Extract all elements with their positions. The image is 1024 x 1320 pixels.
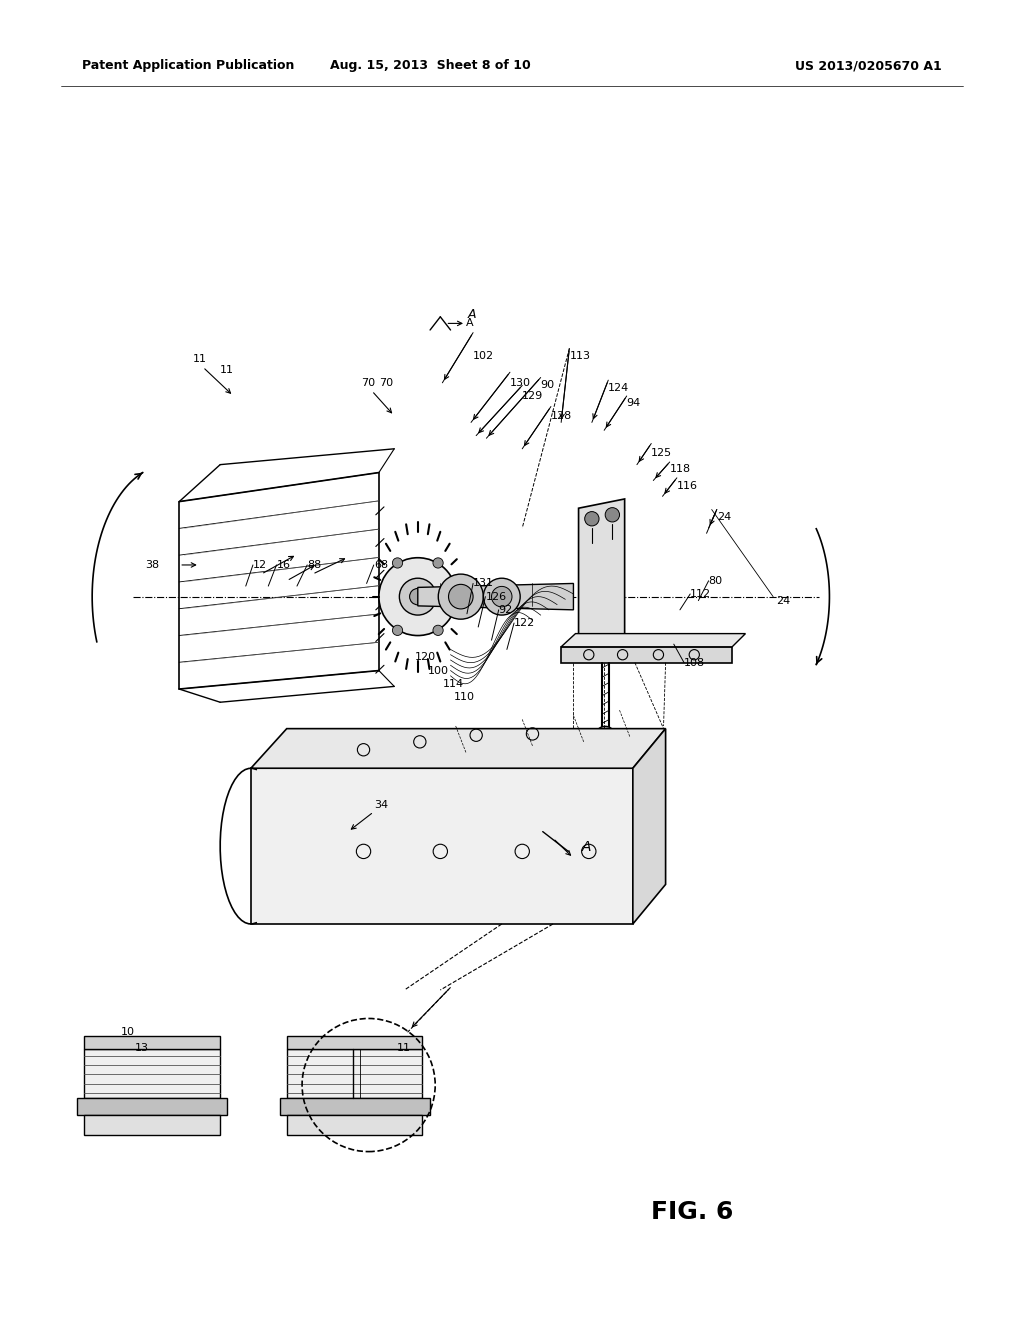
Text: A: A (468, 308, 476, 321)
Circle shape (433, 558, 443, 568)
Text: 102: 102 (473, 351, 495, 362)
Polygon shape (84, 1115, 220, 1135)
Text: 116: 116 (677, 480, 698, 491)
Polygon shape (561, 634, 745, 647)
Text: A: A (466, 318, 473, 329)
Text: 11: 11 (193, 354, 207, 364)
Polygon shape (251, 729, 666, 768)
Text: 94: 94 (627, 397, 641, 408)
Circle shape (410, 589, 426, 605)
Circle shape (483, 578, 520, 615)
Text: 16: 16 (276, 560, 291, 570)
Text: 38: 38 (145, 560, 160, 570)
Polygon shape (633, 729, 666, 924)
Circle shape (588, 748, 596, 756)
Polygon shape (287, 1115, 422, 1135)
Text: 118: 118 (670, 463, 691, 474)
Polygon shape (579, 499, 625, 660)
Text: Aug. 15, 2013  Sheet 8 of 10: Aug. 15, 2013 Sheet 8 of 10 (330, 59, 530, 73)
Text: 11: 11 (397, 1043, 412, 1053)
Text: 122: 122 (514, 618, 536, 628)
Circle shape (433, 626, 443, 635)
Text: 126: 126 (485, 591, 507, 602)
Text: 124: 124 (608, 383, 630, 393)
Text: 70: 70 (379, 378, 393, 388)
Circle shape (585, 512, 599, 525)
Text: 110: 110 (454, 692, 475, 702)
Text: 114: 114 (442, 678, 464, 689)
Text: 90: 90 (541, 380, 555, 391)
Circle shape (492, 586, 512, 607)
Text: Patent Application Publication: Patent Application Publication (82, 59, 294, 73)
Text: 130: 130 (510, 378, 531, 388)
Text: 80: 80 (709, 576, 723, 586)
Circle shape (621, 748, 629, 756)
Polygon shape (561, 647, 732, 663)
Text: US 2013/0205670 A1: US 2013/0205670 A1 (796, 59, 942, 73)
Text: FIG. 6: FIG. 6 (651, 1200, 733, 1224)
Text: 125: 125 (651, 447, 673, 458)
Text: 120: 120 (415, 652, 436, 663)
Text: 100: 100 (428, 665, 450, 676)
Text: 34: 34 (374, 800, 388, 810)
Text: 129: 129 (522, 391, 544, 401)
Circle shape (605, 508, 620, 521)
Text: 113: 113 (569, 351, 591, 362)
Text: 24: 24 (717, 512, 731, 523)
Polygon shape (280, 1098, 430, 1115)
Circle shape (379, 558, 457, 635)
Text: 131: 131 (473, 578, 495, 589)
Circle shape (449, 585, 473, 609)
Text: 112: 112 (690, 589, 712, 599)
Text: 12: 12 (253, 560, 267, 570)
Text: 70: 70 (361, 378, 376, 388)
Text: 24: 24 (776, 595, 791, 606)
Text: 11: 11 (220, 364, 234, 375)
Circle shape (595, 726, 615, 747)
Circle shape (392, 626, 402, 635)
Text: 68: 68 (374, 560, 388, 570)
Text: 128: 128 (551, 411, 572, 421)
Polygon shape (287, 1036, 422, 1049)
Polygon shape (84, 1036, 220, 1049)
Circle shape (438, 574, 483, 619)
Polygon shape (251, 768, 633, 924)
Polygon shape (418, 583, 573, 610)
Text: 88: 88 (307, 560, 322, 570)
Polygon shape (287, 1049, 422, 1098)
Circle shape (399, 578, 436, 615)
Polygon shape (84, 1049, 220, 1098)
Circle shape (613, 748, 622, 756)
Text: A: A (582, 841, 591, 854)
Polygon shape (582, 731, 633, 744)
Text: 92: 92 (499, 605, 513, 615)
Polygon shape (77, 1098, 227, 1115)
Text: 10: 10 (121, 1027, 135, 1038)
Text: 108: 108 (684, 657, 706, 668)
Circle shape (392, 558, 402, 568)
Text: 13: 13 (135, 1043, 150, 1053)
Circle shape (583, 748, 591, 756)
